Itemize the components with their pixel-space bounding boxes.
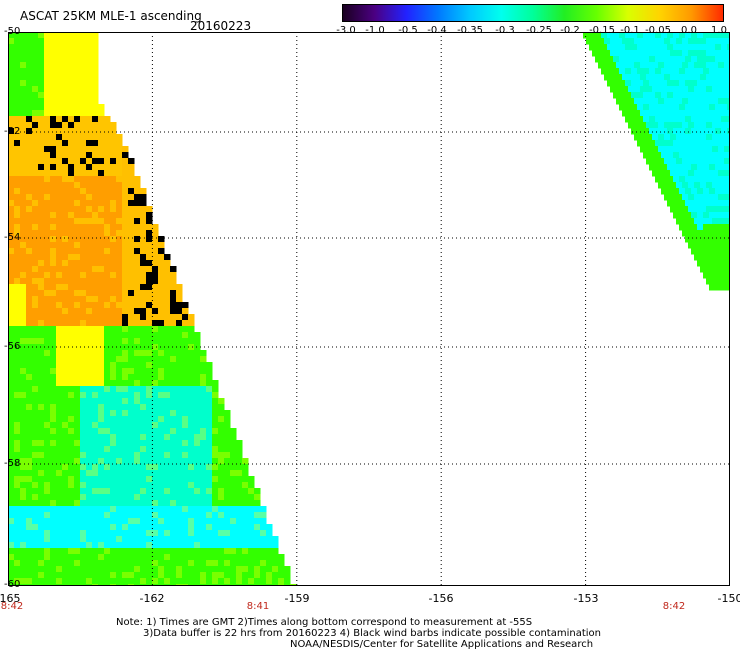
colorbar-tick-label: -0.05 <box>645 25 671 36</box>
lat-label: -50 <box>4 26 21 37</box>
colorbar-tick-label: 1.0 <box>711 25 727 36</box>
product-date: 20160223 <box>190 19 252 33</box>
lon-label: -153 <box>573 592 599 605</box>
lon-label: -165 <box>0 592 21 605</box>
lat-label: -54 <box>4 232 21 243</box>
time-label: 8:42 <box>662 601 686 612</box>
colorbar-tick-label: -0.25 <box>526 25 552 36</box>
colorbar-tick-label: -0.15 <box>589 25 615 36</box>
footnote-line-2: 3)Data buffer is 22 hrs from 20160223 4)… <box>143 628 601 639</box>
time-label: 8:42 <box>0 601 24 612</box>
lat-label: -60 <box>4 579 21 590</box>
lon-label: -162 <box>139 592 165 605</box>
time-label: 8:41 <box>246 601 270 612</box>
lat-label: -58 <box>4 458 21 469</box>
swath-right <box>583 32 730 291</box>
map-plot <box>8 32 730 586</box>
colorbar-tick-label: -0.5 <box>398 25 418 36</box>
footnote-credit: NOAA/NESDIS/Center for Satellite Applica… <box>290 639 594 650</box>
lat-label: -52 <box>4 126 21 137</box>
colorbar-tick-label: -0.35 <box>457 25 483 36</box>
colorbar-tick-label: 0.0 <box>681 25 697 36</box>
colorbar-tick-label: -0.2 <box>560 25 580 36</box>
lon-label: -156 <box>428 592 454 605</box>
lon-label: -159 <box>284 592 310 605</box>
graticule <box>8 32 730 586</box>
colorbar-tick-label: -0.3 <box>495 25 515 36</box>
colorbar-tick-label: -3.0 <box>336 25 356 36</box>
footnote-line-1: Note: 1) Times are GMT 2)Times along bot… <box>116 617 533 628</box>
lat-label: -56 <box>4 341 21 352</box>
colorbar-tick-label: -1.0 <box>365 25 385 36</box>
swath-left <box>8 32 297 586</box>
colorbar-tick-label: -0.4 <box>427 25 447 36</box>
map-frame <box>8 32 730 586</box>
lon-label: -150 <box>717 592 740 605</box>
colorbar <box>342 4 724 22</box>
product-title: ASCAT 25KM MLE-1 ascending <box>20 9 202 23</box>
colorbar-tick-label: -0.1 <box>620 25 640 36</box>
